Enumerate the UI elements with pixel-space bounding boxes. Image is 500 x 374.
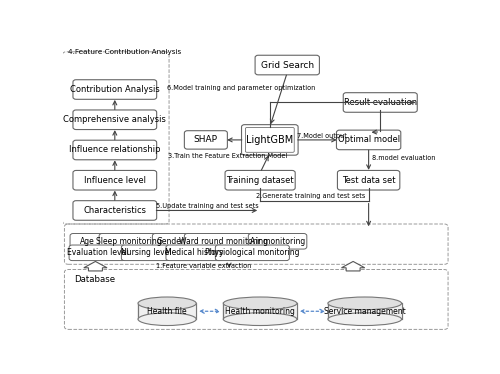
Text: 8.model evaluation: 8.model evaluation — [372, 155, 436, 161]
Ellipse shape — [224, 297, 297, 310]
FancyBboxPatch shape — [255, 55, 320, 75]
Ellipse shape — [328, 313, 402, 325]
Polygon shape — [342, 261, 365, 271]
Bar — [328, 303, 402, 319]
Text: Grid Search: Grid Search — [260, 61, 314, 70]
Text: SHAP: SHAP — [194, 135, 218, 144]
FancyBboxPatch shape — [242, 125, 298, 155]
FancyBboxPatch shape — [152, 233, 190, 249]
Text: Contribution Analysis: Contribution Analysis — [70, 85, 160, 94]
Text: Ward round monitoring: Ward round monitoring — [179, 237, 268, 246]
Ellipse shape — [138, 297, 196, 310]
FancyBboxPatch shape — [338, 171, 400, 190]
Text: Medical history: Medical history — [165, 248, 224, 257]
FancyBboxPatch shape — [73, 80, 156, 99]
Polygon shape — [84, 261, 107, 271]
Text: LightGBM: LightGBM — [246, 135, 294, 145]
Text: Test data set: Test data set — [342, 176, 396, 185]
Text: Database: Database — [74, 276, 115, 285]
FancyBboxPatch shape — [248, 233, 307, 249]
Text: Service management: Service management — [324, 307, 406, 316]
Text: Training dataset: Training dataset — [226, 176, 294, 185]
Text: Nursing level: Nursing level — [120, 248, 171, 257]
FancyBboxPatch shape — [99, 233, 158, 249]
FancyBboxPatch shape — [343, 93, 417, 112]
Text: Air monitoring: Air monitoring — [250, 237, 305, 246]
FancyBboxPatch shape — [73, 110, 156, 129]
FancyBboxPatch shape — [70, 233, 106, 249]
Text: Result evaluation: Result evaluation — [344, 98, 417, 107]
FancyBboxPatch shape — [246, 128, 294, 152]
FancyBboxPatch shape — [184, 131, 228, 149]
Text: Age: Age — [80, 237, 95, 246]
Text: 2.Generate training and test sets: 2.Generate training and test sets — [256, 193, 365, 199]
Text: 5.Update training and test sets: 5.Update training and test sets — [156, 203, 258, 209]
Text: Characteristics: Characteristics — [84, 206, 146, 215]
FancyBboxPatch shape — [216, 245, 290, 261]
FancyBboxPatch shape — [122, 245, 170, 261]
FancyBboxPatch shape — [73, 140, 156, 160]
Text: Influence relationship: Influence relationship — [69, 145, 160, 154]
Text: Influence level: Influence level — [84, 176, 146, 185]
FancyBboxPatch shape — [73, 201, 156, 220]
Text: 4.Feature Contribution Analysis: 4.Feature Contribution Analysis — [68, 49, 182, 55]
Text: Health file: Health file — [148, 307, 187, 316]
FancyBboxPatch shape — [184, 233, 262, 249]
Text: Optimal model: Optimal model — [338, 135, 400, 144]
Text: 1.Feature variable extraction: 1.Feature variable extraction — [156, 263, 251, 269]
Ellipse shape — [138, 313, 196, 325]
Text: 3.Train the Feature Extraction Model: 3.Train the Feature Extraction Model — [168, 153, 287, 159]
Ellipse shape — [328, 297, 402, 310]
Text: Gender: Gender — [157, 237, 185, 246]
Text: Evaluation level: Evaluation level — [66, 248, 128, 257]
Text: 7.Model output: 7.Model output — [297, 134, 347, 140]
FancyBboxPatch shape — [69, 245, 126, 261]
FancyBboxPatch shape — [225, 171, 295, 190]
Text: Physiological monitoring: Physiological monitoring — [205, 248, 300, 257]
Text: Comprehensive analysis: Comprehensive analysis — [64, 115, 166, 124]
Text: 6.Model training and parameter optimization: 6.Model training and parameter optimizat… — [167, 85, 316, 91]
FancyBboxPatch shape — [73, 171, 156, 190]
FancyBboxPatch shape — [166, 245, 222, 261]
Bar — [224, 303, 297, 319]
Ellipse shape — [224, 313, 297, 325]
Text: Sleep monitoring: Sleep monitoring — [96, 237, 161, 246]
Text: Health monitoring: Health monitoring — [225, 307, 295, 316]
Bar — [138, 303, 196, 319]
FancyBboxPatch shape — [336, 130, 401, 150]
